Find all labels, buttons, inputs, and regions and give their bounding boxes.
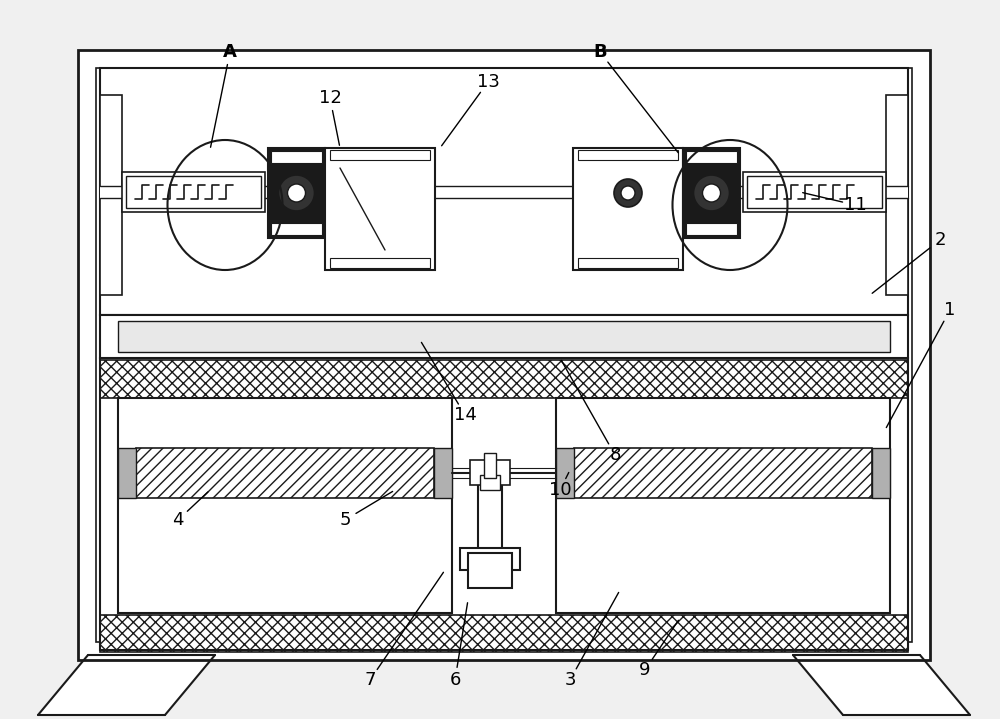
Bar — [556, 398, 890, 613]
Circle shape — [621, 186, 635, 200]
Polygon shape — [793, 655, 970, 715]
Bar — [484, 453, 496, 478]
Bar — [556, 448, 574, 498]
Text: 5: 5 — [339, 511, 351, 529]
Bar — [271, 151, 322, 163]
Text: 14: 14 — [454, 406, 476, 424]
Text: B: B — [593, 43, 607, 61]
Bar — [470, 460, 510, 485]
Bar — [96, 68, 912, 642]
Bar — [118, 398, 452, 613]
Bar — [78, 50, 930, 660]
Bar — [578, 150, 678, 160]
Text: A: A — [223, 43, 237, 61]
Circle shape — [278, 175, 314, 211]
Circle shape — [288, 184, 306, 202]
Bar — [100, 186, 908, 198]
Bar — [118, 448, 136, 498]
Bar — [468, 553, 512, 588]
Text: 4: 4 — [172, 511, 184, 529]
Text: 10: 10 — [549, 481, 571, 499]
Polygon shape — [38, 655, 215, 715]
Bar — [118, 321, 890, 352]
Text: 3: 3 — [564, 671, 576, 689]
Bar — [480, 475, 500, 490]
Bar — [478, 470, 502, 555]
Bar — [122, 172, 265, 212]
Bar — [573, 148, 683, 270]
Text: 8: 8 — [609, 446, 621, 464]
Bar — [872, 448, 890, 498]
Bar — [686, 151, 737, 163]
Bar — [268, 148, 325, 238]
Bar — [136, 448, 434, 498]
Bar — [100, 95, 122, 295]
Text: 6: 6 — [449, 671, 461, 689]
Text: 2: 2 — [934, 231, 946, 249]
Bar — [100, 358, 908, 650]
Text: 11: 11 — [844, 196, 866, 214]
Bar — [271, 223, 322, 235]
Bar — [325, 148, 435, 270]
Bar — [578, 258, 678, 268]
Bar — [574, 448, 872, 498]
Bar — [686, 223, 737, 235]
Bar — [434, 448, 452, 498]
Bar — [886, 95, 908, 295]
Bar — [743, 172, 886, 212]
Circle shape — [614, 179, 642, 207]
Bar — [683, 148, 740, 238]
Text: 1: 1 — [944, 301, 956, 319]
Bar — [330, 150, 430, 160]
Circle shape — [702, 184, 720, 202]
Bar — [330, 258, 430, 268]
Text: 9: 9 — [639, 661, 651, 679]
Text: 7: 7 — [364, 671, 376, 689]
Bar — [100, 68, 908, 315]
Circle shape — [694, 175, 730, 211]
Text: 12: 12 — [319, 89, 341, 107]
Bar — [100, 615, 908, 652]
Bar — [126, 176, 261, 208]
Text: 13: 13 — [477, 73, 499, 91]
Bar — [460, 548, 520, 570]
Bar — [100, 315, 908, 358]
Bar — [100, 360, 908, 398]
Bar — [747, 176, 882, 208]
